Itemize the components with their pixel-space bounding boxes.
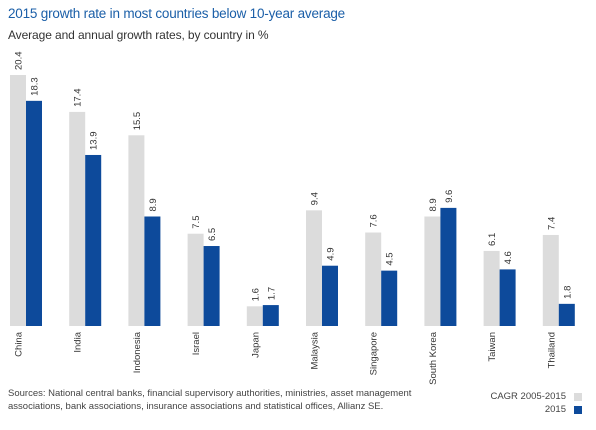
category-label-malaysia: Malaysia	[310, 331, 321, 369]
bar-cagr-singapore	[365, 232, 382, 326]
bar-2015-taiwan	[499, 269, 516, 326]
data-label-cagr-israel: 7.5	[191, 216, 202, 229]
bar-2015-india	[85, 154, 102, 326]
bar-2015-israel	[203, 246, 220, 326]
bar-cagr-taiwan	[483, 250, 500, 326]
legend-label-cagr: CAGR 2005-2015	[490, 391, 566, 402]
bar-2015-china	[26, 100, 42, 327]
bar-2015-indonesia	[144, 216, 161, 326]
bar-cagr-indonesia	[128, 135, 145, 326]
bar-2015-singapore	[381, 270, 398, 326]
data-label-cagr-india: 17.4	[73, 88, 84, 107]
legend-label-2015: 2015	[544, 404, 566, 415]
legend-item-cagr: CAGR 2005-2015	[490, 390, 582, 403]
legend-swatch-cagr	[574, 392, 582, 401]
source-note: Sources: National central banks, financi…	[8, 388, 412, 412]
data-label-2015-singapore: 4.5	[385, 252, 396, 265]
data-label-2015-malaysia: 4.9	[326, 247, 337, 260]
category-label-south-korea: South Korea	[428, 331, 439, 385]
data-label-cagr-thailand: 7.4	[546, 217, 557, 230]
category-label-india: India	[73, 331, 84, 352]
data-label-2015-india: 13.9	[89, 131, 100, 150]
data-label-cagr-taiwan: 6.1	[487, 233, 498, 246]
data-label-cagr-malaysia: 9.4	[310, 192, 321, 205]
bar-2015-thailand	[558, 303, 575, 326]
data-label-2015-israel: 6.5	[207, 228, 218, 241]
data-label-cagr-south-korea: 8.9	[428, 198, 439, 211]
chart-subtitle: Average and annual growth rates, by coun…	[8, 28, 269, 42]
category-label-taiwan: Taiwan	[487, 332, 498, 362]
data-label-cagr-china: 20.4	[14, 52, 25, 71]
bar-cagr-china	[10, 75, 26, 326]
data-label-2015-thailand: 1.8	[562, 286, 573, 299]
data-label-2015-japan: 1.7	[266, 287, 277, 300]
category-label-singapore: Singapore	[369, 332, 380, 375]
chart-title: 2015 growth rate in most countries below…	[8, 6, 345, 21]
data-label-cagr-indonesia: 15.5	[132, 112, 143, 131]
data-label-cagr-singapore: 7.6	[369, 214, 380, 227]
bar-cagr-japan	[246, 306, 263, 326]
bar-2015-south-korea	[440, 207, 457, 326]
bar-2015-japan	[262, 305, 279, 326]
data-label-cagr-japan: 1.6	[250, 288, 261, 301]
bar-cagr-india	[69, 111, 86, 326]
category-label-thailand: Thailand	[546, 332, 557, 368]
chart-legend: CAGR 2005-2015 2015	[490, 390, 582, 416]
data-label-2015-indonesia: 8.9	[148, 198, 159, 211]
bar-cagr-south-korea	[424, 216, 441, 326]
data-label-2015-south-korea: 9.6	[444, 190, 455, 203]
bar-cagr-thailand	[542, 234, 559, 326]
category-label-japan: Japan	[250, 332, 261, 358]
bar-cagr-israel	[187, 233, 204, 326]
bar-cagr-malaysia	[306, 210, 322, 326]
category-label-indonesia: Indonesia	[132, 331, 143, 373]
category-label-israel: Israel	[191, 332, 202, 355]
legend-item-2015: 2015	[490, 403, 582, 416]
category-label-china: China	[14, 331, 25, 357]
data-label-2015-taiwan: 4.6	[503, 251, 514, 264]
data-label-2015-china: 18.3	[30, 77, 41, 96]
bar-2015-malaysia	[322, 265, 338, 326]
legend-swatch-2015	[574, 405, 582, 414]
